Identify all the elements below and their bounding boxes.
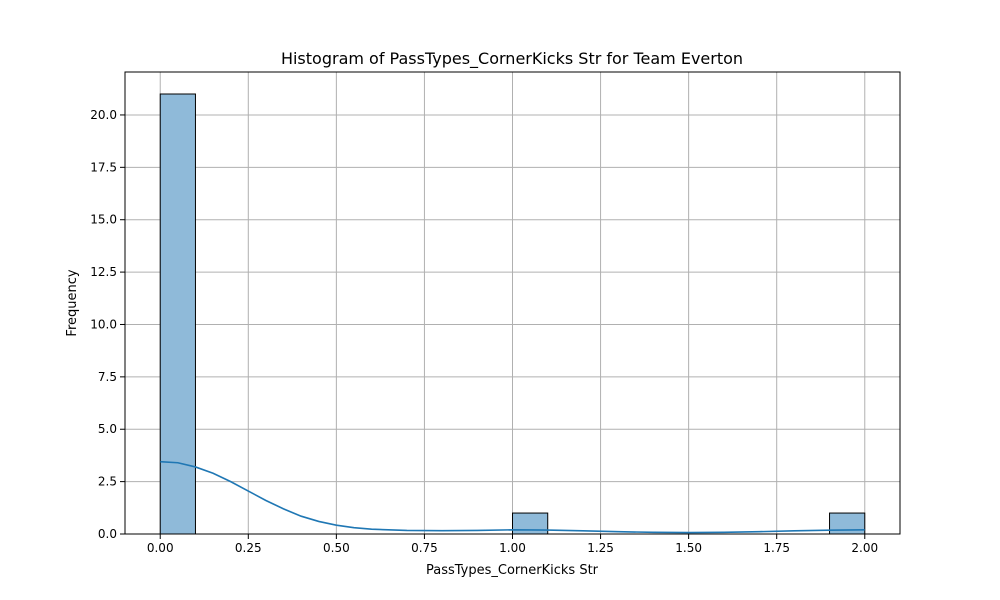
y-tick-label: 12.5 bbox=[90, 265, 117, 279]
y-tick-label: 10.0 bbox=[90, 317, 117, 331]
chart-title: Histogram of PassTypes_CornerKicks Str f… bbox=[281, 49, 743, 69]
y-tick-label: 7.5 bbox=[98, 370, 117, 384]
x-tick-label: 2.00 bbox=[851, 541, 878, 555]
y-tick-label: 17.5 bbox=[90, 160, 117, 174]
x-axis-label: PassTypes_CornerKicks Str bbox=[426, 563, 599, 578]
histogram-bar bbox=[159, 93, 196, 535]
y-tick-label: 2.5 bbox=[98, 475, 117, 489]
x-tick-label: 0.25 bbox=[235, 541, 262, 555]
x-tick-label: 0.00 bbox=[147, 541, 174, 555]
histogram-bar bbox=[512, 512, 549, 535]
x-tick-label: 1.25 bbox=[587, 541, 614, 555]
histogram-bars bbox=[159, 93, 866, 535]
x-tick-label: 0.75 bbox=[411, 541, 438, 555]
y-axis-ticks: 0.0 2.5 5.0 7.5 10.0 12.5 15.0 17.5 20.0 bbox=[90, 108, 125, 541]
y-tick-label: 0.0 bbox=[98, 527, 117, 541]
grid-lines bbox=[125, 72, 900, 535]
y-tick-label: 20.0 bbox=[90, 108, 117, 122]
y-axis-label: Frequency bbox=[65, 269, 80, 336]
x-tick-label: 0.50 bbox=[323, 541, 350, 555]
y-tick-label: 5.0 bbox=[98, 422, 117, 436]
kde-curve bbox=[160, 460, 865, 534]
x-tick-label: 1.75 bbox=[763, 541, 790, 555]
x-tick-label: 1.50 bbox=[675, 541, 702, 555]
x-axis-ticks: 0.00 0.25 0.50 0.75 1.00 1.25 1.50 1.75 2.00 bbox=[147, 534, 878, 555]
x-tick-label: 1.00 bbox=[499, 541, 526, 555]
y-tick-label: 15.0 bbox=[90, 213, 117, 227]
